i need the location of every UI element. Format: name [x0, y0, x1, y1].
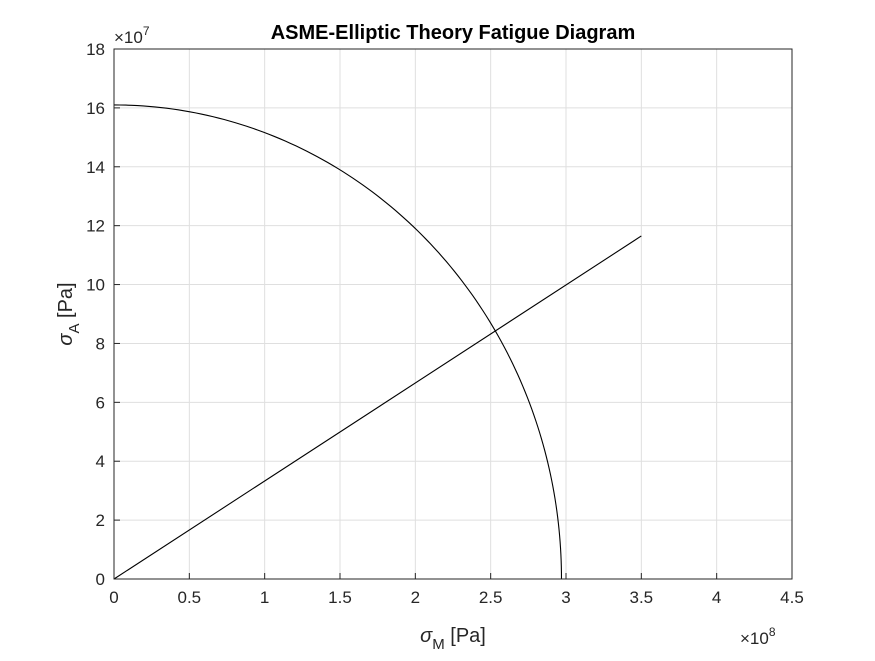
y-exponent-base: ×10	[114, 28, 143, 47]
axes-box	[113, 48, 793, 580]
y-tick-label: 16	[86, 99, 105, 118]
x-tick-label: 2	[411, 588, 420, 607]
series-group	[113, 104, 642, 580]
x-axis-label: σM [Pa]	[420, 625, 486, 653]
y-tick-label: 6	[96, 393, 105, 412]
y-tick-label: 10	[86, 276, 105, 295]
x-tick-label: 2.5	[479, 588, 503, 607]
x-tick-label: 4.5	[780, 588, 804, 607]
y-tick-label: 4	[96, 452, 105, 471]
load-line	[113, 235, 642, 580]
x-axis-subscript: M	[432, 636, 445, 653]
y-tick-label: 0	[96, 570, 105, 589]
y-axis-unit: [Pa]	[55, 282, 77, 318]
grid	[114, 49, 792, 579]
x-tick-label: 3	[561, 588, 570, 607]
x-exponent-base: ×10	[740, 629, 769, 648]
y-exponent-label: ×107	[114, 24, 150, 47]
y-axis-label: σA [Pa]	[55, 282, 83, 345]
y-tick-label: 18	[86, 40, 105, 59]
x-exponent-power: 8	[769, 625, 776, 639]
ellipse-curve	[113, 104, 563, 580]
y-axis-symbol: σ	[55, 333, 77, 346]
x-axis-unit: [Pa]	[450, 625, 486, 647]
y-exponent-power: 7	[143, 24, 150, 38]
y-tick-label: 12	[86, 217, 105, 236]
chart-title: ASME-Elliptic Theory Fatigue Diagram	[271, 22, 636, 44]
x-tick-label: 0	[109, 588, 118, 607]
y-axis-subscript: A	[66, 324, 83, 334]
x-exponent-label: ×108	[740, 625, 776, 648]
x-tick-label: 0.5	[178, 588, 202, 607]
ticks: 0 0.5 1 1.5 2 2.5 3 3.5 4 4.5 0 2 4 6 8 10 12 14 16 18	[86, 40, 804, 607]
y-tick-label: 8	[96, 334, 105, 353]
x-axis-symbol: σ	[420, 625, 433, 647]
plot-area	[114, 49, 792, 579]
x-tick-label: 1.5	[328, 588, 352, 607]
x-tick-label: 4	[712, 588, 721, 607]
y-tick-label: 14	[86, 158, 105, 177]
x-tick-label: 1	[260, 588, 269, 607]
y-tick-label: 2	[96, 511, 105, 530]
x-tick-label: 3.5	[630, 588, 654, 607]
